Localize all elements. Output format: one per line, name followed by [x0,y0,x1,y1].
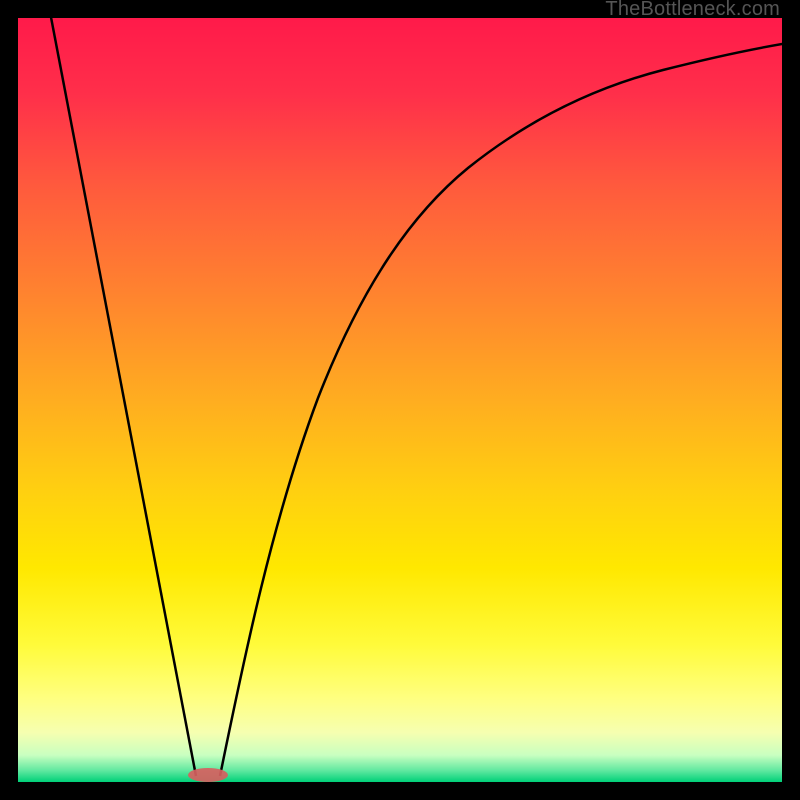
watermark-text: TheBottleneck.com [605,0,780,21]
curve-layer [18,18,782,782]
curve-right-arc [220,43,782,776]
curve-left-line [50,18,196,776]
minimum-marker-icon [188,768,228,782]
plot-frame [18,18,782,782]
